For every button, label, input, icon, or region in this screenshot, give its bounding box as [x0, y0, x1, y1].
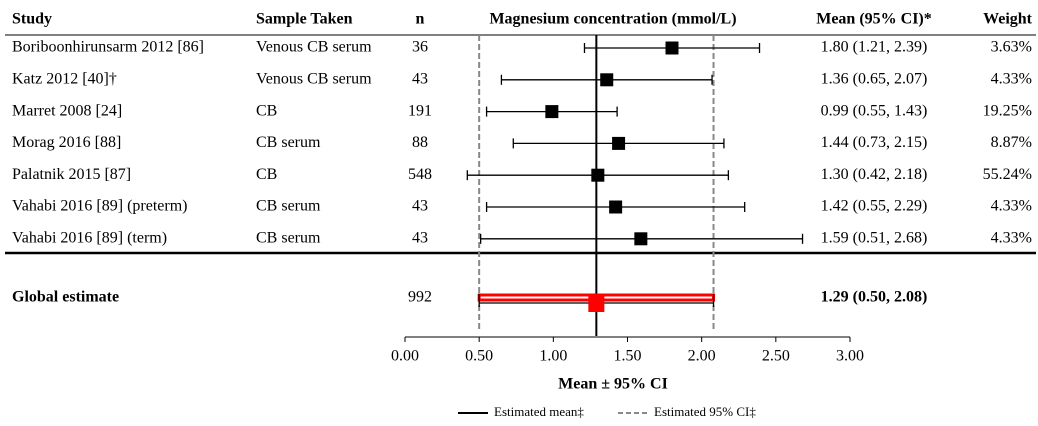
mean-ci-label: 1.59 (0.51, 2.68)	[821, 229, 928, 246]
mean-ci-label: 0.99 (0.55, 1.43)	[821, 102, 928, 119]
legend-label: Estimated mean‡	[494, 404, 584, 419]
weight: 55.24%	[983, 166, 1032, 183]
sample-type: Venous CB serum	[256, 70, 372, 87]
mean-marker	[600, 73, 614, 87]
column-header: Weight	[983, 11, 1033, 28]
x-tick-label: 0.00	[391, 348, 419, 365]
mean-ci-label: 1.36 (0.65, 2.07)	[821, 70, 928, 87]
sample-size: 43	[412, 198, 428, 215]
column-header: Sample Taken	[256, 11, 353, 28]
x-tick-label: 2.50	[762, 348, 790, 365]
mean-ci-label: 1.80 (1.21, 2.39)	[821, 39, 928, 56]
study-name: Katz 2012 [40]†	[12, 70, 117, 87]
mean-marker	[665, 41, 679, 55]
column-header: Mean (95% CI)*	[816, 11, 932, 28]
x-axis-label: Mean ± 95% CI	[558, 376, 668, 393]
sample-size: 191	[408, 102, 432, 119]
sample-type: CB serum	[256, 198, 321, 215]
sample-size: 548	[408, 166, 432, 183]
study-name: Palatnik 2015 [87]	[12, 166, 131, 183]
weight: 4.33%	[991, 198, 1032, 215]
pooled-mean-marker	[588, 296, 605, 312]
study-name: Vahabi 2016 [89] (preterm)	[12, 198, 188, 215]
x-tick-label: 1.00	[539, 348, 567, 365]
x-tick-label: 1.50	[614, 348, 642, 365]
sample-size: 36	[412, 39, 428, 56]
x-tick-label: 3.00	[836, 348, 864, 365]
mean-ci-label: 1.30 (0.42, 2.18)	[821, 166, 928, 183]
legend-label: Estimated 95% CI‡	[654, 404, 756, 419]
mean-ci-label: 1.44 (0.73, 2.15)	[821, 134, 928, 151]
mean-marker	[545, 105, 559, 119]
pooled-label: Global estimate	[12, 289, 119, 306]
sample-type: CB	[256, 102, 277, 119]
weight: 19.25%	[983, 102, 1032, 119]
column-header: Magnesium concentration (mmol/L)	[489, 11, 736, 28]
sample-type: Venous CB serum	[256, 39, 372, 56]
mean-marker	[609, 200, 623, 214]
sample-type: CB	[256, 166, 277, 183]
sample-size: 43	[412, 229, 428, 246]
study-name: Marret 2008 [24]	[12, 102, 122, 119]
weight: 4.33%	[991, 229, 1032, 246]
study-name: Vahabi 2016 [89] (term)	[12, 229, 167, 246]
weight: 4.33%	[991, 70, 1032, 87]
weight: 8.87%	[991, 134, 1032, 151]
mean-ci-label: 1.42 (0.55, 2.29)	[821, 198, 928, 215]
mean-marker	[591, 168, 605, 182]
pooled-n: 992	[408, 289, 432, 306]
study-name: Morag 2016 [88]	[12, 134, 121, 151]
x-tick-label: 2.00	[688, 348, 716, 365]
column-header: n	[416, 11, 425, 28]
column-header: Study	[12, 11, 52, 28]
sample-size: 88	[412, 134, 428, 151]
mean-marker	[612, 136, 626, 150]
x-tick-label: 0.50	[465, 348, 493, 365]
sample-type: CB serum	[256, 229, 321, 246]
pooled-mean-ci-label: 1.29 (0.50, 2.08)	[821, 289, 928, 306]
mean-marker	[634, 232, 648, 246]
sample-size: 43	[412, 70, 428, 87]
weight: 3.63%	[991, 39, 1032, 56]
sample-type: CB serum	[256, 134, 321, 151]
study-name: Boriboonhirunsarm 2012 [86]	[12, 39, 204, 56]
